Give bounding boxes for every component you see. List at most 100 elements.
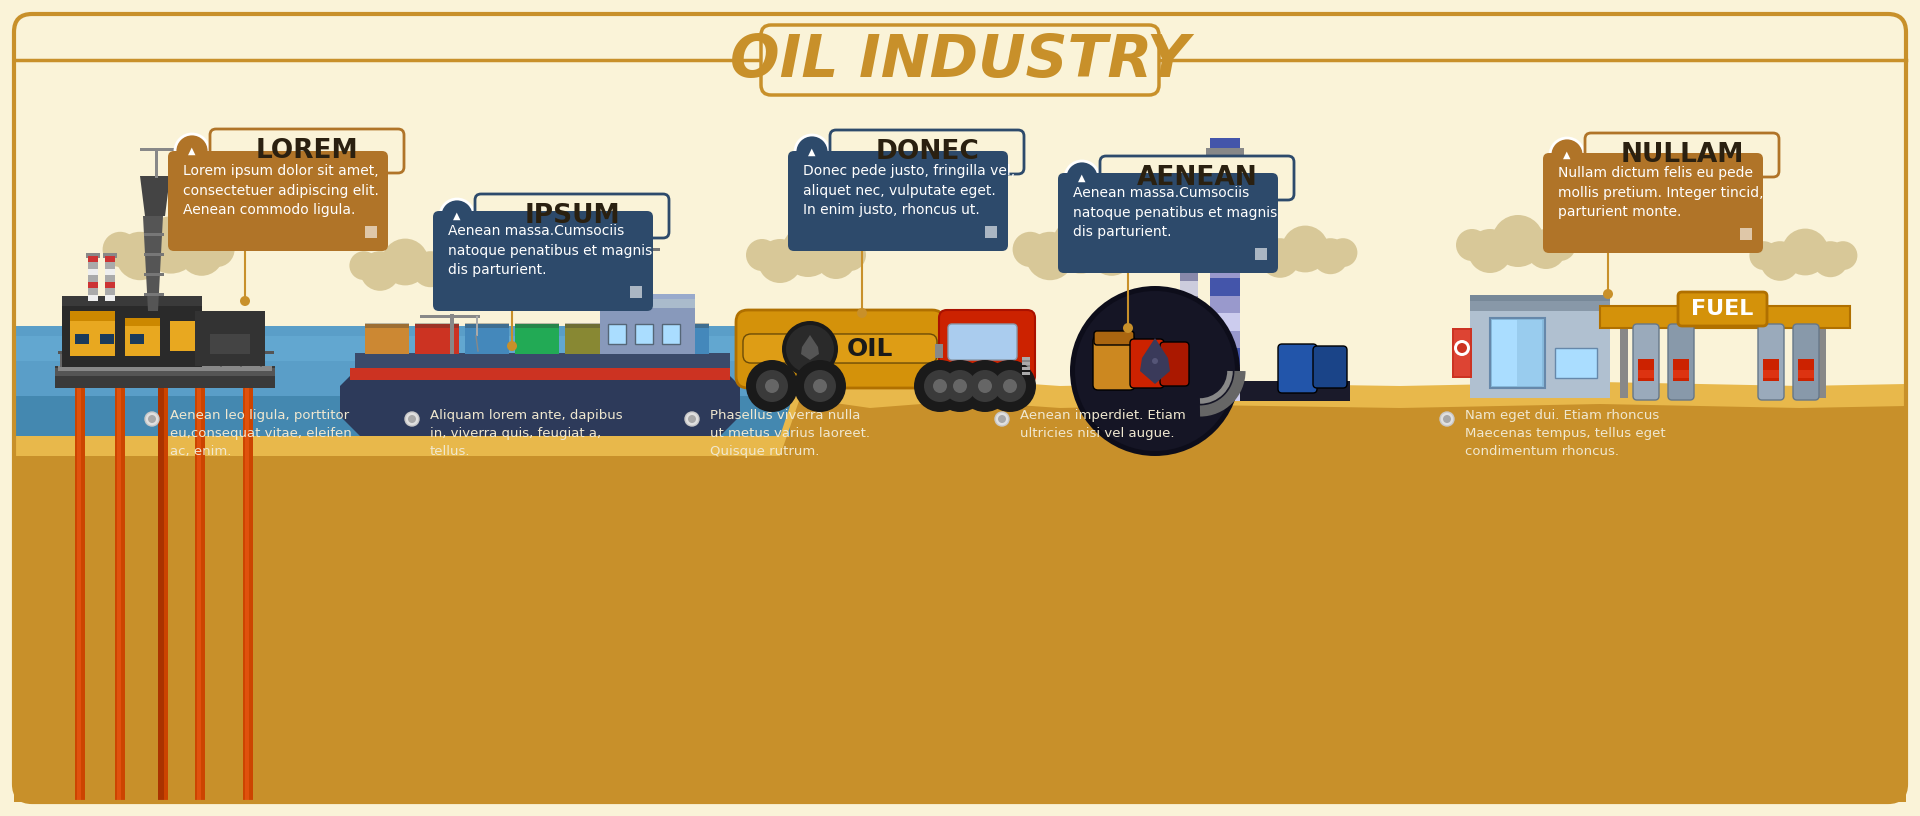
Bar <box>196 311 265 366</box>
Bar <box>1517 320 1542 386</box>
Circle shape <box>1603 289 1613 299</box>
Bar <box>1740 228 1751 240</box>
Text: ▲: ▲ <box>188 146 196 156</box>
Bar <box>1672 370 1690 378</box>
Text: Aenean massa.Cumsociis
natoque penatibus et magnis
dis parturient.: Aenean massa.Cumsociis natoque penatibus… <box>447 224 653 277</box>
Bar <box>664 323 708 328</box>
Bar <box>58 351 275 354</box>
Bar <box>515 324 559 354</box>
Circle shape <box>1089 232 1133 276</box>
FancyBboxPatch shape <box>1100 156 1294 200</box>
FancyBboxPatch shape <box>1634 324 1659 400</box>
Bar <box>75 372 84 802</box>
Bar <box>88 269 98 275</box>
Bar <box>180 352 182 367</box>
FancyBboxPatch shape <box>1313 346 1348 388</box>
Bar <box>56 366 275 388</box>
Circle shape <box>148 415 156 423</box>
Bar <box>1210 278 1240 296</box>
Bar <box>1638 370 1653 378</box>
Circle shape <box>1492 215 1544 267</box>
Bar <box>449 314 453 354</box>
Text: AENEAN: AENEAN <box>1137 165 1258 191</box>
Circle shape <box>146 412 159 426</box>
Bar <box>88 282 98 288</box>
Circle shape <box>952 379 968 393</box>
Circle shape <box>1526 229 1567 269</box>
Bar <box>609 324 626 344</box>
Circle shape <box>758 239 803 283</box>
Bar <box>246 372 250 802</box>
Circle shape <box>1457 343 1467 353</box>
Text: Nam eget dui. Etiam rhoncus
Maecenas tempus, tellus eget
condimentum rhoncus.: Nam eget dui. Etiam rhoncus Maecenas tem… <box>1465 409 1667 458</box>
Bar <box>599 299 695 354</box>
Bar <box>100 352 102 367</box>
Bar <box>13 476 1907 576</box>
Polygon shape <box>13 376 1907 456</box>
Circle shape <box>440 199 474 233</box>
Bar <box>88 256 98 301</box>
Bar <box>104 253 117 258</box>
Circle shape <box>180 232 223 276</box>
Circle shape <box>175 134 209 168</box>
Wedge shape <box>1400 642 1480 682</box>
FancyBboxPatch shape <box>1131 339 1164 388</box>
Bar <box>1638 359 1653 381</box>
Circle shape <box>413 251 449 287</box>
Circle shape <box>977 379 993 393</box>
Bar <box>365 226 376 238</box>
Circle shape <box>747 360 799 412</box>
Bar <box>1490 318 1546 388</box>
Circle shape <box>349 251 378 280</box>
FancyBboxPatch shape <box>743 334 937 363</box>
Polygon shape <box>13 396 789 436</box>
Bar <box>636 324 653 344</box>
FancyBboxPatch shape <box>829 130 1023 174</box>
FancyBboxPatch shape <box>1586 133 1780 177</box>
Bar <box>157 372 163 802</box>
Circle shape <box>945 370 975 402</box>
Text: Nullam dictum felis eu pede
mollis pretium. Integer tincid,
parturient monte.: Nullam dictum felis eu pede mollis preti… <box>1557 166 1763 219</box>
Bar <box>61 297 202 367</box>
Polygon shape <box>801 335 820 360</box>
Circle shape <box>804 370 835 402</box>
Circle shape <box>747 239 778 271</box>
Bar <box>420 315 480 318</box>
Circle shape <box>1066 161 1098 195</box>
Circle shape <box>970 370 1000 402</box>
Circle shape <box>1455 229 1488 261</box>
Bar <box>13 682 1907 802</box>
Bar <box>184 136 186 151</box>
Wedge shape <box>1100 637 1190 682</box>
Bar <box>163 372 169 802</box>
Bar <box>209 334 250 354</box>
Wedge shape <box>349 632 449 682</box>
Circle shape <box>1329 238 1357 267</box>
Bar <box>56 368 275 376</box>
Bar <box>1210 138 1240 156</box>
Circle shape <box>522 233 549 259</box>
Text: Aenean imperdiet. Etiam
ultricies nisi vel augue.: Aenean imperdiet. Etiam ultricies nisi v… <box>1020 409 1187 440</box>
Circle shape <box>933 379 947 393</box>
Text: ▲: ▲ <box>1563 150 1571 160</box>
Circle shape <box>812 379 828 393</box>
FancyBboxPatch shape <box>1094 331 1135 345</box>
Wedge shape <box>50 622 171 682</box>
Circle shape <box>507 341 516 351</box>
Circle shape <box>361 251 399 290</box>
Bar <box>1797 370 1814 378</box>
Circle shape <box>795 135 829 169</box>
Bar <box>1206 148 1244 156</box>
Bar <box>75 334 88 344</box>
Text: Aenean massa.Cumsociis
natoque penatibus et magnis
dis parturient.: Aenean massa.Cumsociis natoque penatibus… <box>1073 186 1277 239</box>
Polygon shape <box>13 376 1907 802</box>
Bar <box>259 352 261 367</box>
Wedge shape <box>801 642 879 682</box>
Bar <box>1763 370 1780 378</box>
Circle shape <box>1260 238 1300 277</box>
Text: OIL INDUSTRY: OIL INDUSTRY <box>730 32 1190 88</box>
Circle shape <box>833 239 866 271</box>
Bar <box>131 334 144 344</box>
Bar <box>630 286 641 298</box>
Circle shape <box>795 360 847 412</box>
